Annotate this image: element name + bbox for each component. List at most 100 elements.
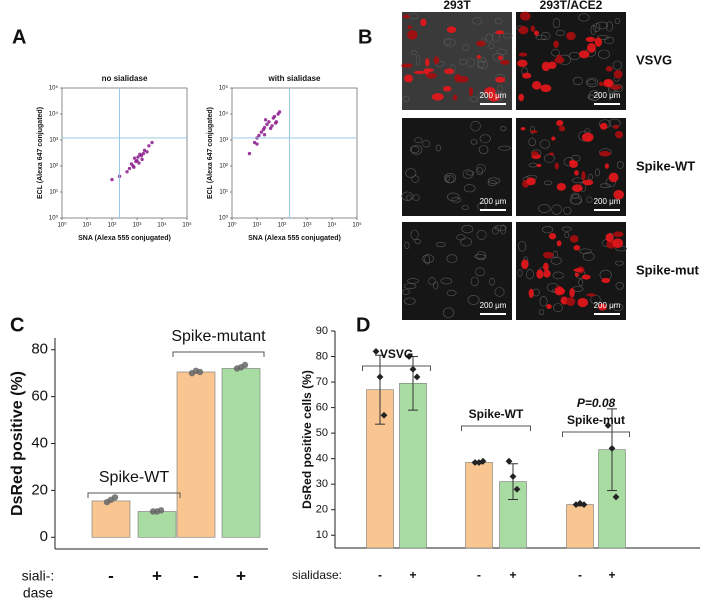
cell-outline: [540, 31, 551, 41]
cell-outline: [569, 194, 582, 205]
cell-outline: [474, 254, 486, 259]
y-tick-label: 10⁴: [49, 111, 59, 118]
cell-outline: [461, 224, 474, 234]
y-tick-label: 10²: [49, 164, 58, 170]
row-label: VSVG: [636, 52, 672, 67]
red-cell: [519, 11, 531, 21]
x-axis-label: dase: [23, 585, 54, 599]
red-cell: [468, 86, 474, 97]
cell-outline: [552, 18, 561, 29]
y-tick-label: 10⁴: [219, 111, 229, 118]
scatter-point: [138, 152, 142, 157]
cell-outline: [463, 184, 476, 193]
red-cell: [598, 81, 604, 87]
red-cell: [566, 297, 576, 307]
red-cell: [594, 37, 602, 47]
cell-outline: [551, 48, 560, 57]
y-tick-label: 50: [316, 427, 328, 439]
cell-outline: [440, 277, 452, 285]
cell-outline: [615, 260, 624, 266]
red-cell: [573, 245, 581, 251]
bar: [366, 389, 394, 549]
cell-outline: [492, 226, 499, 235]
cell-outline: [561, 226, 572, 232]
cell-outline: [487, 177, 501, 184]
scale-bar-label: 200 μm: [594, 301, 621, 310]
x-tick-label: 10⁴: [157, 222, 167, 229]
cell-outline: [476, 230, 487, 240]
cell-outline: [411, 50, 417, 56]
cell-outline: [592, 23, 601, 32]
x-axis-label: sialidase:: [292, 568, 342, 582]
cell-outline: [422, 140, 431, 148]
cell-outline: [402, 289, 410, 295]
cell-outline: [472, 17, 483, 25]
cell-outline: [578, 13, 590, 22]
data-point: [580, 501, 588, 508]
group-bracket: [562, 431, 630, 437]
annotation: P=0.08: [577, 396, 616, 410]
red-cell: [566, 31, 576, 41]
red-cell: [425, 58, 430, 67]
panel-label: B: [358, 26, 372, 48]
red-cell: [551, 136, 556, 141]
cell-outline: [446, 254, 458, 263]
y-tick-label: 10¹: [49, 190, 58, 196]
column-header: 293T/ACE2: [540, 0, 603, 12]
scatter-point: [141, 151, 146, 156]
red-cell: [454, 73, 462, 83]
data-point: [612, 493, 620, 501]
bar: [465, 462, 493, 549]
y-tick-label: 10²: [219, 164, 228, 170]
y-tick-label: 40: [31, 434, 48, 451]
scatter-point: [136, 155, 140, 159]
y-tick-label: 10⁰: [49, 215, 59, 222]
micrograph: 200 μm: [516, 118, 626, 216]
x-tick-label: -: [578, 568, 582, 582]
red-cell: [556, 183, 566, 191]
cell-outline: [517, 241, 527, 252]
y-tick-label: 60: [316, 401, 328, 413]
red-cell: [407, 29, 418, 40]
chart-title: no sialidase: [102, 74, 148, 83]
bar: [137, 511, 177, 538]
x-tick-label: +: [409, 568, 416, 582]
cell-outline: [469, 96, 479, 102]
cell-outline: [598, 49, 610, 59]
red-cell: [554, 287, 566, 296]
data-point: [513, 485, 521, 493]
y-axis-label: DsRed positive (%): [9, 371, 26, 516]
cell-outline: [405, 168, 417, 178]
scatter-point: [147, 144, 151, 148]
data-point: [380, 411, 388, 419]
x-tick-label: 10⁴: [327, 222, 337, 229]
cell-outline: [616, 161, 624, 169]
y-tick-label: 40: [316, 453, 328, 465]
cell-outline: [401, 191, 414, 201]
cell-outline: [460, 237, 473, 247]
scale-bar-label: 200 μm: [480, 301, 507, 310]
cell-outline: [494, 287, 505, 297]
cell-outline: [422, 254, 434, 264]
red-cell: [497, 55, 503, 60]
cell-outline: [446, 192, 460, 202]
data-point: [241, 361, 249, 369]
data-point: [372, 348, 380, 355]
group-bracket: [461, 425, 531, 431]
cell-outline: [498, 145, 511, 151]
red-cell: [612, 124, 619, 129]
red-cell: [569, 288, 575, 298]
cell-outline: [596, 21, 609, 30]
scale-bar-label: 200 μm: [480, 91, 507, 100]
scatter-point: [267, 120, 271, 124]
red-cell: [536, 163, 542, 168]
x-tick-label: 10¹: [83, 223, 92, 229]
red-cell: [578, 50, 590, 59]
cell-outline: [478, 145, 489, 155]
cell-outline: [414, 238, 421, 244]
cell-outline: [599, 183, 611, 189]
cell-outline: [538, 309, 545, 316]
red-cell: [530, 25, 536, 32]
cell-outline: [564, 232, 570, 238]
